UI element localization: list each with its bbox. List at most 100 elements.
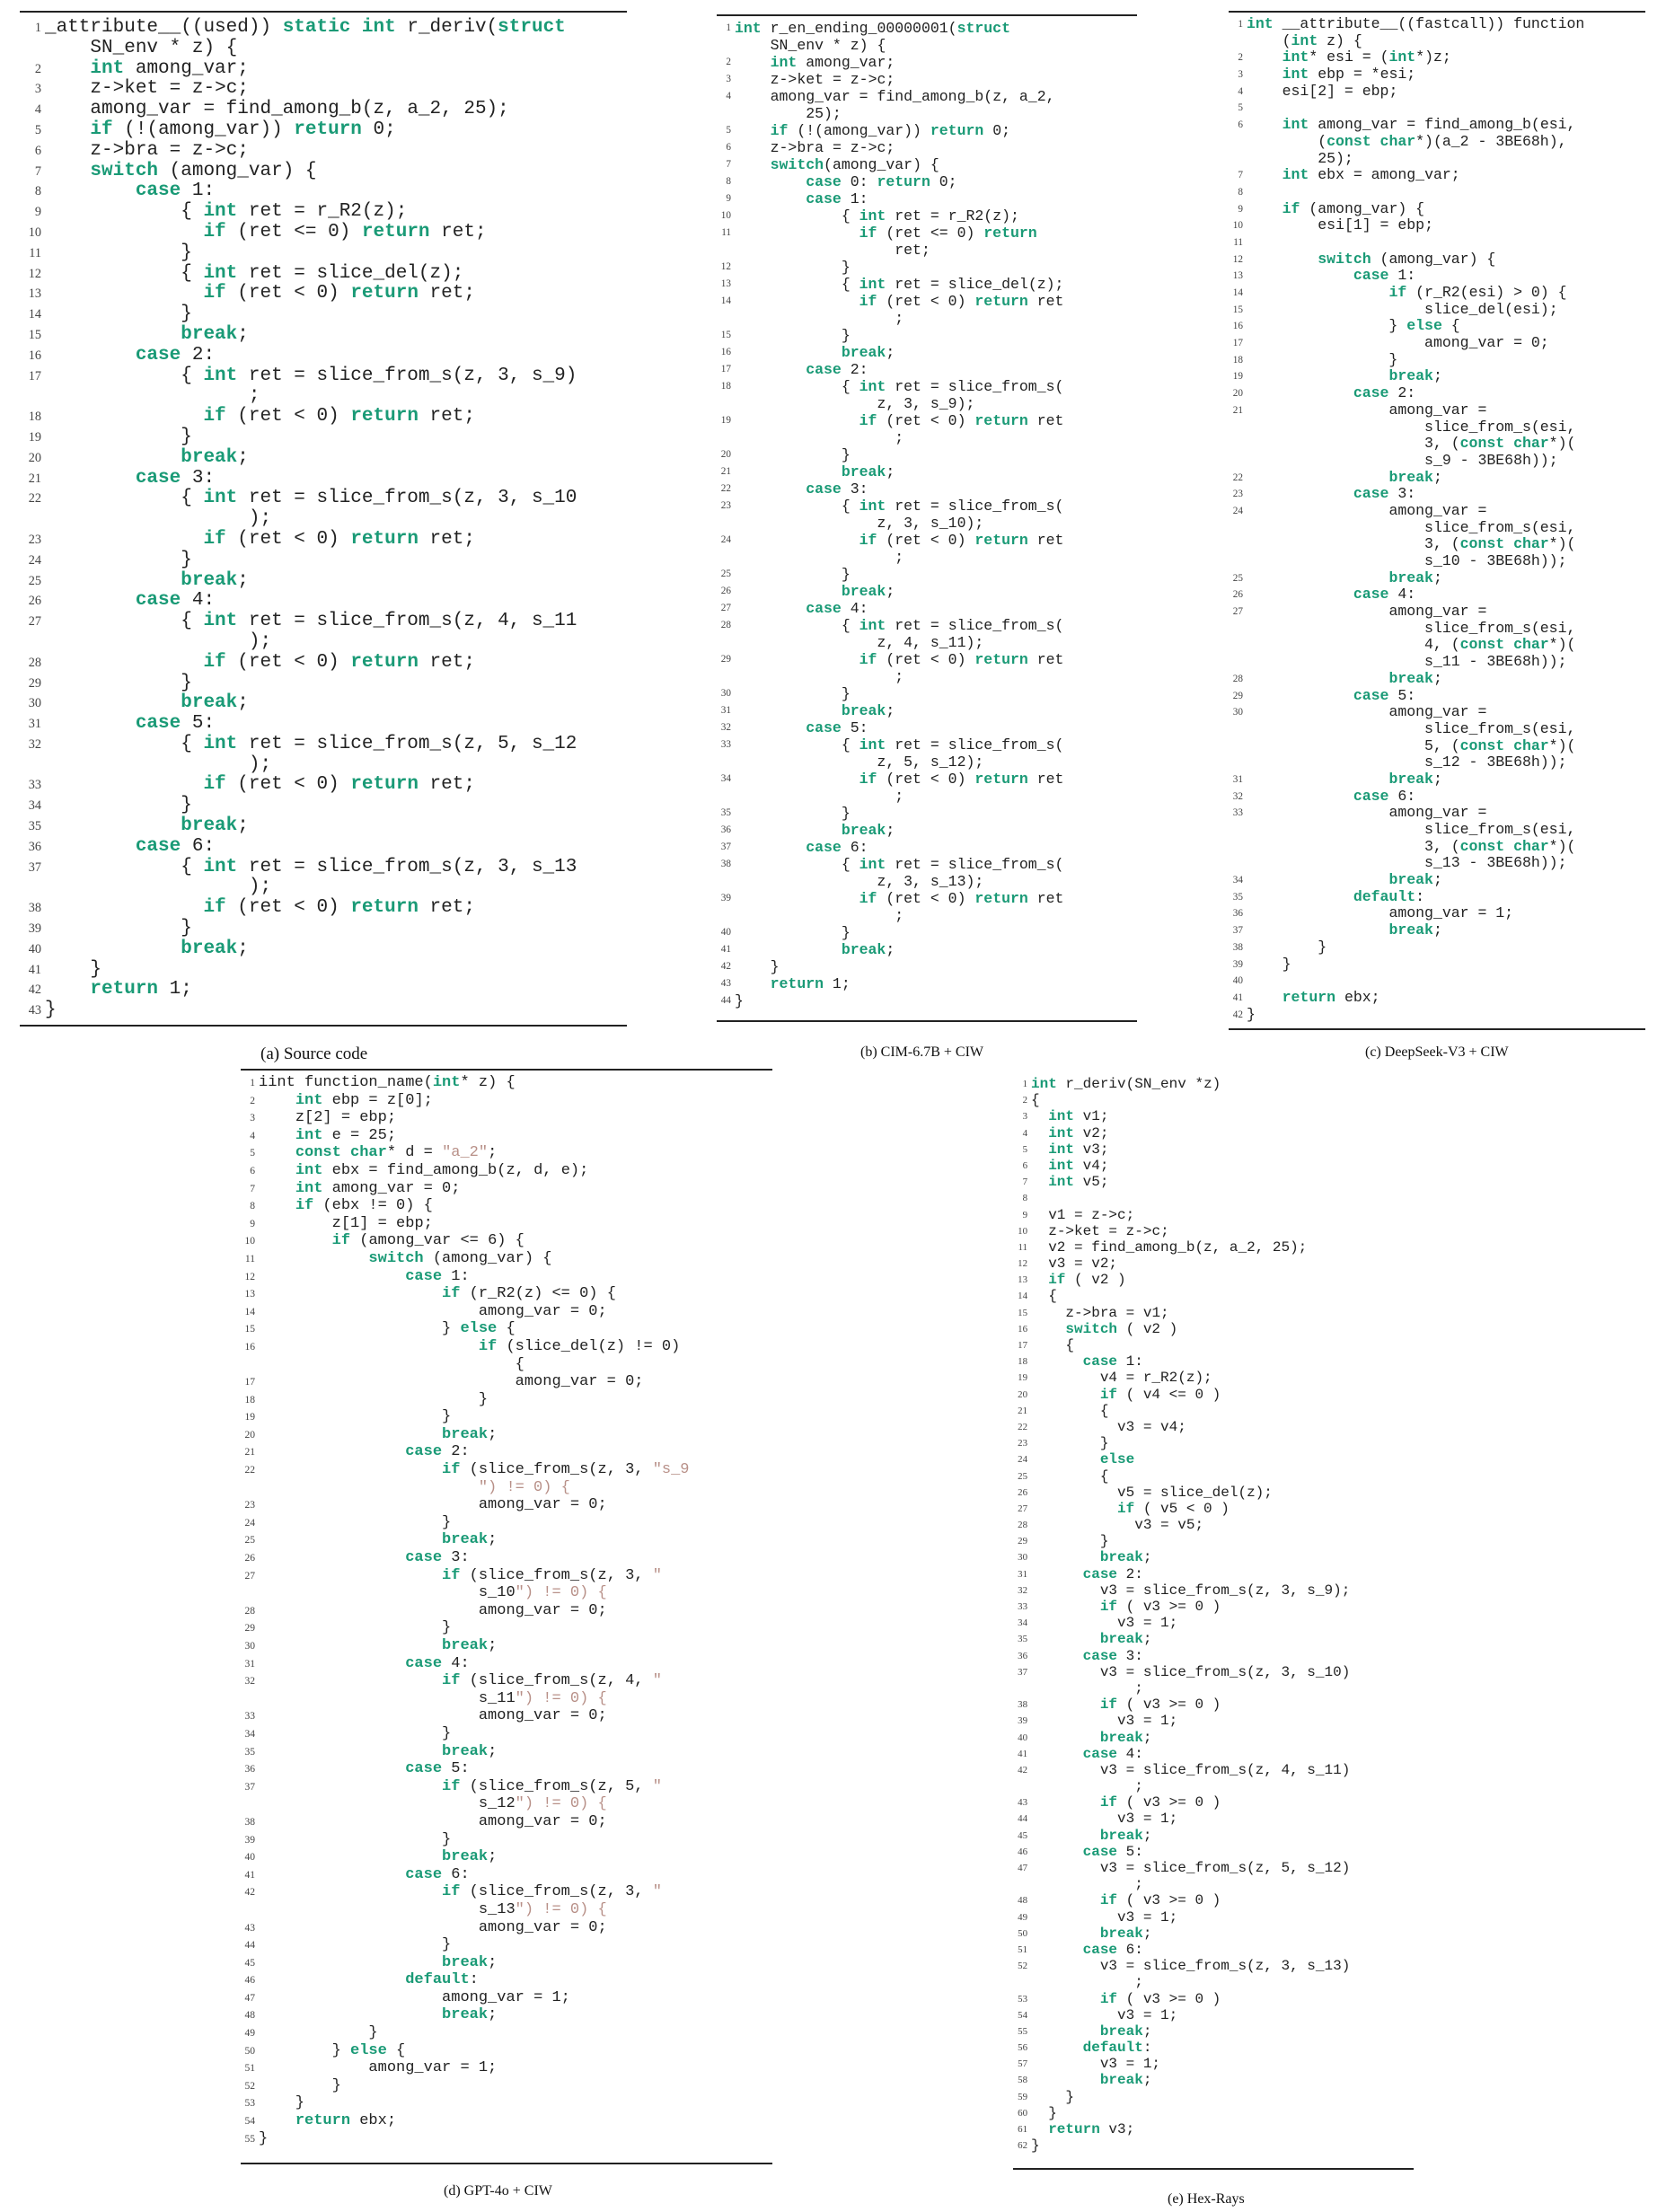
code-line: 14 if (ret < 0) return ret [717, 293, 1137, 310]
line-number: 6 [1238, 119, 1243, 131]
code-line: slice_from_s(esi, [1229, 720, 1645, 738]
line-number: 38 [28, 901, 41, 916]
code-text: if ( v3 >= 0 ) [1099, 1599, 1221, 1615]
code-text: among_var = 0; [478, 1707, 607, 1725]
line-number: 1 [1238, 19, 1243, 30]
code-line: 42 } [717, 958, 1137, 975]
code-line: 17 among_var = 0; [1229, 334, 1645, 352]
code-text: case 1: [1082, 1353, 1143, 1370]
code-text: break; [442, 1637, 498, 1654]
code-line: 29 } [20, 672, 627, 694]
code-line: 2{ [1013, 1092, 1414, 1108]
code-text: case 1: [1353, 267, 1416, 285]
code-line: 48 if ( v3 >= 0 ) [1013, 1892, 1414, 1908]
code-line: 46 case 5: [1013, 1844, 1414, 1860]
code-text: int ebp = *esi; [1282, 66, 1416, 84]
code-text: { int ret = slice_del(z); [45, 262, 464, 284]
code-line: 54 v3 = 1; [1013, 2007, 1414, 2023]
line-number: 22 [1232, 471, 1243, 483]
code-text: switch (among_var) { [368, 1249, 552, 1267]
code-line: 1 int r_deriv(SN_env *z) [1013, 1076, 1414, 1092]
line-number [20, 509, 45, 530]
code-line: 16 break; [717, 344, 1137, 361]
code-block: 1 iint function_name(int* z) {2 int ebp =… [241, 1074, 772, 2147]
line-number: 36 [244, 1763, 255, 1776]
line-number: 34 [244, 1727, 255, 1740]
line-number: 27 [1232, 606, 1243, 618]
code-line: 25 break; [20, 570, 627, 592]
code-line: 25 break; [1229, 568, 1645, 587]
line-number: 22 [244, 1464, 255, 1476]
line-number: 40 [244, 1851, 255, 1864]
code-text: case 5: [135, 713, 216, 735]
line-number: 26 [28, 594, 41, 609]
code-text: if (ebx != 0) { [295, 1197, 433, 1215]
code-text: } [45, 918, 192, 939]
caption-a: (a) Source code [260, 1044, 368, 1063]
line-number [1229, 654, 1247, 671]
code-line: 12 } [717, 259, 1137, 276]
line-number: 42 [1018, 1764, 1027, 1776]
line-number: 14 [720, 295, 731, 306]
code-text: } [45, 958, 102, 980]
code-text: { int ret = slice_from_s(z, 5, s_12 [45, 733, 577, 754]
code-text: } [45, 672, 192, 693]
code-line: 20 break; [20, 447, 627, 469]
code-text: if ( v2 ) [1048, 1272, 1126, 1289]
code-text: } [735, 446, 851, 463]
line-number: 2 [34, 61, 41, 76]
code-line: 33 among_var = 0; [241, 1707, 772, 1725]
line-number: 37 [720, 842, 731, 852]
code-line: 42} [1229, 1006, 1645, 1024]
caption-b: (b) CIM-6.7B + CIW [860, 1044, 984, 1060]
line-number: 39 [244, 1833, 255, 1846]
code-text: z[1] = ebp; [331, 1214, 433, 1232]
code-line: 6 int ebx = find_among_b(z, d, e); [241, 1162, 772, 1180]
line-number: 34 [1018, 1617, 1027, 1629]
code-text: among_var = 1; [442, 1988, 570, 2006]
code-line: 45 break; [241, 1954, 772, 1972]
code-line: { [241, 1356, 772, 1374]
code-text: among_var = 0; [478, 1601, 607, 1619]
line-number: 29 [1232, 690, 1243, 701]
code-text: SN_env * z) { [770, 37, 886, 54]
line-number: 40 [28, 941, 41, 956]
code-text: ; [735, 429, 904, 446]
code-text: { [1031, 1402, 1109, 1419]
code-line: 4, (const char*)( [1229, 637, 1645, 654]
code-text: case 5: [806, 719, 868, 736]
code-text: v3 = slice_from_s(z, 3, s_13) [1099, 1958, 1351, 1975]
code-text: int v5; [1048, 1174, 1109, 1191]
code-text: { int ret = slice_from_s(z, 3, s_13 [45, 856, 577, 877]
line-number: 17 [1232, 338, 1243, 349]
line-number: 17 [720, 364, 731, 375]
line-number: 41 [244, 1868, 255, 1881]
line-number: 36 [720, 824, 731, 835]
code-text: among_var = [1388, 401, 1487, 419]
code-line: 29 } [241, 1619, 772, 1637]
code-line: 26 v5 = slice_del(z); [1013, 1485, 1414, 1501]
code-text: if (ret < 0) return ret [859, 771, 1064, 788]
line-number: 16 [1232, 321, 1243, 332]
line-number [1229, 754, 1247, 771]
code-text: SN_env * z) { [90, 37, 238, 58]
code-line: 10 z->ket = z->c; [1013, 1223, 1414, 1239]
code-text: default: [1353, 887, 1425, 905]
line-number: 16 [28, 348, 41, 363]
line-number: 31 [1018, 1568, 1027, 1580]
code-line: 22 { int ret = slice_from_s(z, 3, s_10 [20, 488, 627, 509]
code-line: 18 if (ret < 0) return ret; [20, 406, 627, 427]
line-number [20, 755, 45, 776]
code-line: z, 5, s_12); [717, 753, 1137, 771]
code-line: 21 { [1013, 1403, 1414, 1419]
line-number [1013, 1974, 1031, 1990]
code-text: if (ret < 0) return ret [859, 412, 1064, 429]
code-text: z->ket = z->c; [90, 78, 249, 100]
line-number: 37 [1232, 925, 1243, 937]
code-text: break; [1388, 568, 1442, 586]
line-number: 23 [28, 532, 41, 547]
line-number: 9 [726, 193, 731, 204]
code-block: 1 int __attribute__((fastcall)) function … [1229, 15, 1645, 1024]
code-line: 39 v3 = 1; [1013, 1713, 1414, 1729]
code-text: z, 5, s_12); [877, 753, 984, 771]
